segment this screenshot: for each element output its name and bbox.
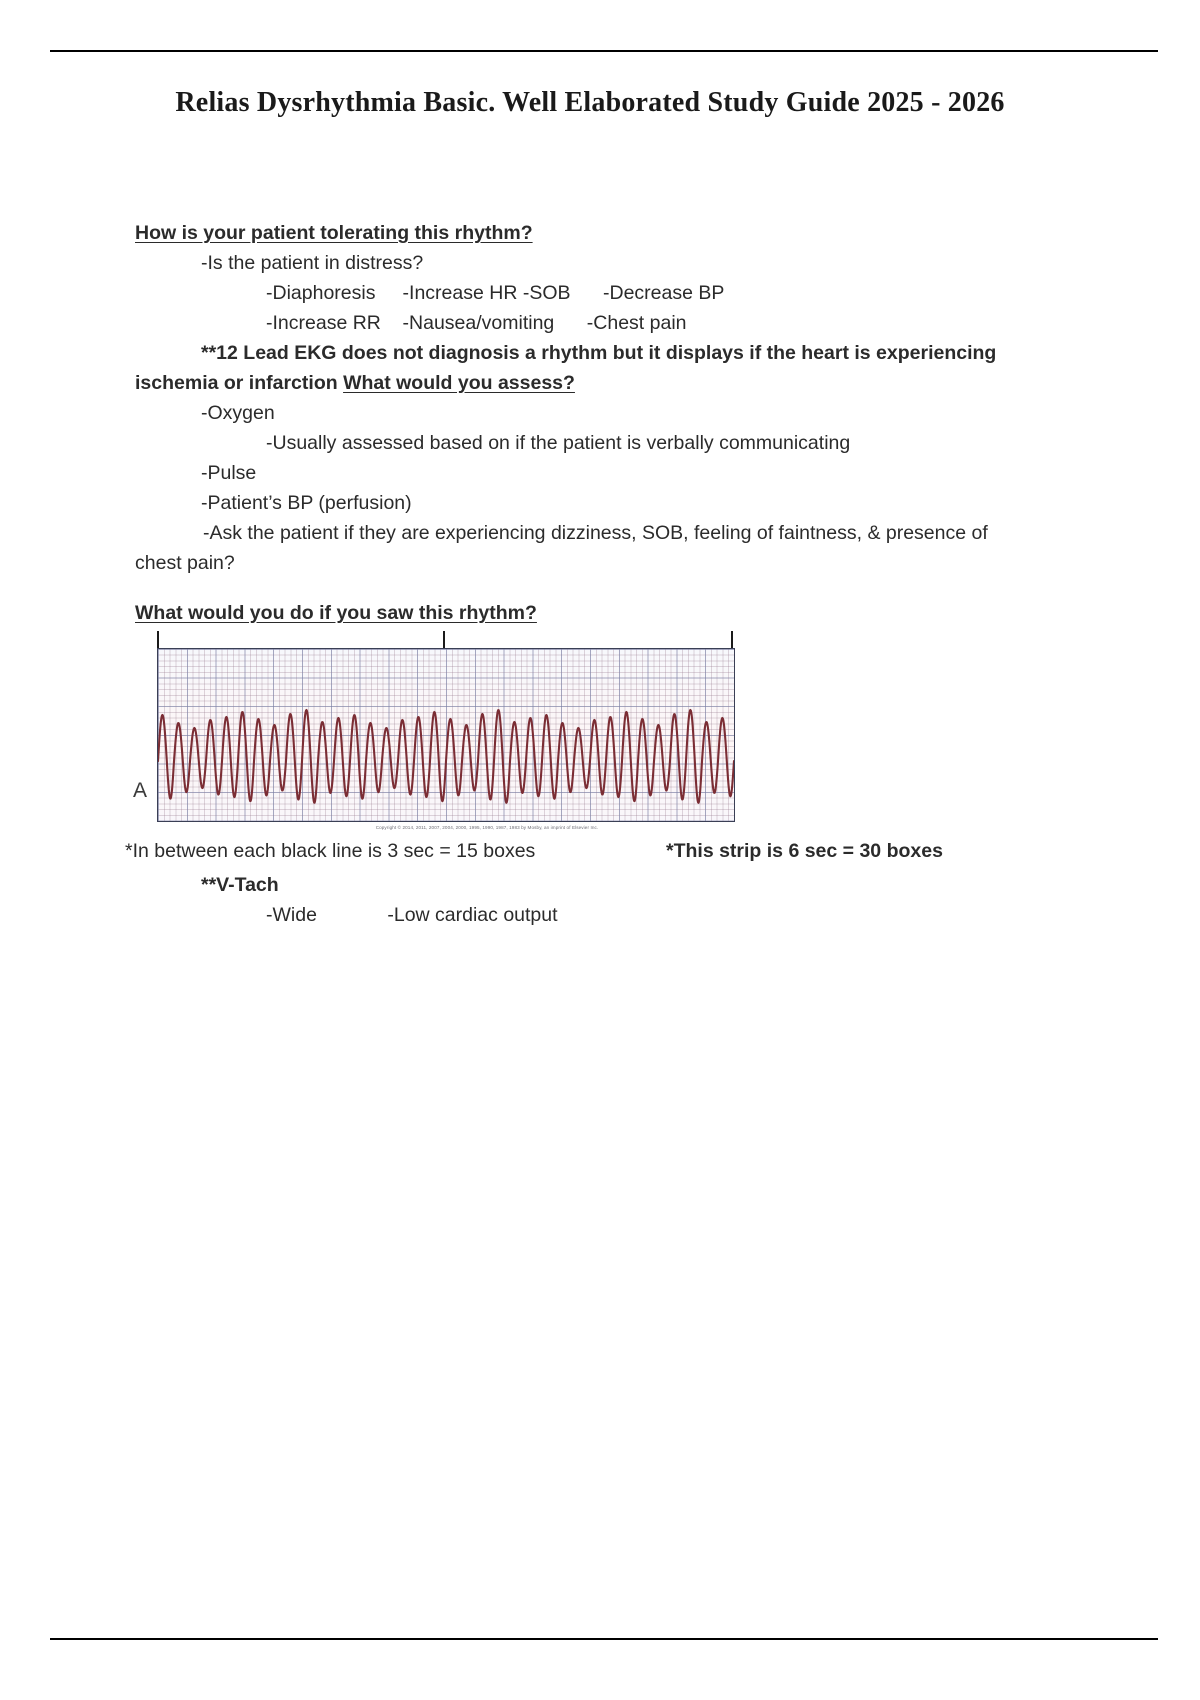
ecg-strip-label: A <box>133 779 148 802</box>
line-ask-patient: -Ask the patient if they are experiencin… <box>135 518 1035 578</box>
ecg-tick-mark-1 <box>157 631 159 649</box>
ecg-waveform <box>158 708 734 804</box>
footer-rule <box>50 1638 1158 1640</box>
section-tolerating: How is your patient tolerating this rhyt… <box>135 218 1035 578</box>
line-oxygen-detail: -Usually assessed based on if the patien… <box>266 432 851 454</box>
ecg-tick-mark-3 <box>731 631 733 649</box>
note-12-lead-ekg-text: **12 Lead EKG does not diagnosis a rhyth… <box>135 342 997 394</box>
line-pulse: -Pulse <box>201 462 257 484</box>
ecg-strip: A Copyright © 2014, 2011, 2007, 2004, 20… <box>133 631 735 841</box>
caption-black-line-timing: *In between each black line is 3 sec = 1… <box>125 840 536 862</box>
line-ask-patient-text: -Ask the patient if they are experiencin… <box>135 522 988 574</box>
ecg-grid-paper <box>157 648 735 822</box>
header-rule <box>50 50 1158 52</box>
heading-what-would-you-do: What would you do if you saw this rhythm… <box>135 602 537 624</box>
heading-what-would-you-assess: What would you assess? <box>343 372 575 394</box>
line-patient-distress: -Is the patient in distress? <box>201 252 424 274</box>
line-symptoms-row-2: -Increase RR -Nausea/vomiting -Chest pai… <box>266 312 687 334</box>
note-12-lead-ekg: **12 Lead EKG does not diagnosis a rhyth… <box>135 338 1035 398</box>
line-patient-bp: -Patient’s BP (perfusion) <box>201 492 412 514</box>
section-vtach: **V-Tach -Wide -Low cardiac output <box>135 870 1035 930</box>
line-oxygen: -Oxygen <box>201 402 275 424</box>
line-vtach-details: -Wide -Low cardiac output <box>266 904 558 926</box>
ecg-tick-mark-2 <box>443 631 445 649</box>
ecg-copyright-text: Copyright © 2014, 2011, 2007, 2004, 2000… <box>375 825 599 830</box>
caption-strip-duration: *This strip is 6 sec = 30 boxes <box>666 840 943 862</box>
heading-tolerating-rhythm: How is your patient tolerating this rhyt… <box>135 222 533 244</box>
line-vtach: **V-Tach <box>201 874 279 896</box>
page-title: Relias Dysrhythmia Basic. Well Elaborate… <box>175 87 1005 118</box>
line-symptoms-row-1: -Diaphoresis -Increase HR -SOB -Decrease… <box>266 282 725 304</box>
